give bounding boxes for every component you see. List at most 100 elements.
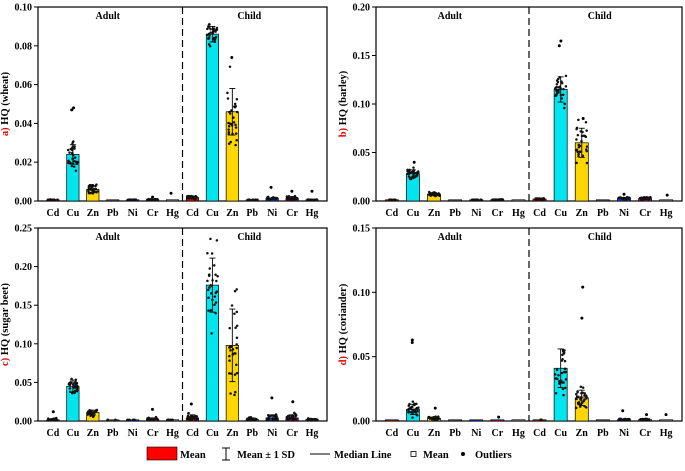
data-point xyxy=(574,392,578,396)
data-point xyxy=(228,326,231,330)
data-point xyxy=(233,352,236,355)
outlier-point xyxy=(72,106,76,110)
data-point xyxy=(193,417,197,421)
data-point xyxy=(475,198,478,202)
data-point xyxy=(210,252,214,255)
data-point xyxy=(538,197,542,201)
data-point xyxy=(249,416,253,419)
data-point xyxy=(577,152,580,156)
bar-hg xyxy=(511,419,526,422)
data-point xyxy=(235,324,239,328)
data-point xyxy=(93,411,96,414)
data-point xyxy=(579,405,582,408)
data-point xyxy=(576,133,580,137)
data-point xyxy=(427,190,431,194)
bar-pb xyxy=(595,199,610,202)
data-point xyxy=(407,170,411,174)
data-point xyxy=(560,371,564,375)
data-point xyxy=(407,175,411,178)
data-point xyxy=(584,406,588,409)
data-point xyxy=(206,252,209,255)
data-point xyxy=(563,359,567,363)
y-tick-label: 0.10 xyxy=(353,100,371,111)
data-point xyxy=(215,290,218,293)
y-tick-label: 0.10 xyxy=(15,3,33,14)
data-point xyxy=(561,350,565,353)
outlier-point xyxy=(291,400,295,404)
data-point xyxy=(638,196,642,200)
data-point xyxy=(233,312,236,316)
bar-hg xyxy=(166,199,180,202)
data-point xyxy=(312,198,316,202)
group-label-adult: Adult xyxy=(96,232,121,243)
data-point xyxy=(209,27,212,31)
data-point xyxy=(95,183,98,186)
data-point xyxy=(618,418,621,421)
y-tick-label: 0.04 xyxy=(15,119,33,130)
data-point xyxy=(575,148,579,152)
y-tick-label: 0.05 xyxy=(353,352,371,363)
data-point xyxy=(186,414,190,418)
data-point xyxy=(407,407,410,411)
data-point xyxy=(228,372,231,375)
data-point xyxy=(416,409,419,413)
y-tick-label: 0.05 xyxy=(353,148,371,159)
outlier-point xyxy=(151,195,155,199)
data-point xyxy=(233,393,236,397)
data-point xyxy=(388,198,392,201)
data-point xyxy=(619,197,623,200)
x-tick-label: Hg xyxy=(660,428,673,439)
data-point xyxy=(621,418,625,421)
x-tick-label: Cr xyxy=(286,208,298,219)
data-point xyxy=(560,97,564,100)
data-point xyxy=(149,198,152,201)
x-tick-label: Cr xyxy=(492,428,504,439)
x-tick-label: Cr xyxy=(492,208,504,219)
data-point xyxy=(579,403,582,406)
data-point xyxy=(73,381,77,384)
data-point xyxy=(212,264,216,267)
outlier-point xyxy=(581,117,585,121)
data-point xyxy=(553,373,557,376)
data-point xyxy=(580,395,583,399)
data-point xyxy=(71,157,74,161)
outlier-point xyxy=(645,413,649,417)
data-point xyxy=(128,418,131,422)
x-tick-label: Hg xyxy=(512,428,525,439)
data-point xyxy=(87,188,90,192)
x-tick-label: Hg xyxy=(660,208,673,219)
data-point xyxy=(409,177,413,181)
data-point xyxy=(235,371,239,375)
data-point xyxy=(580,139,583,143)
data-point xyxy=(558,382,561,385)
x-tick-label: Pb xyxy=(449,208,461,219)
data-point xyxy=(211,278,214,282)
data-point xyxy=(95,408,99,412)
group-label-adult: Adult xyxy=(96,11,121,22)
data-point xyxy=(411,416,414,419)
y-axis-label: a) HQ (wheat) xyxy=(0,71,11,136)
data-point xyxy=(434,194,437,198)
data-point xyxy=(275,418,279,421)
data-point xyxy=(561,358,564,361)
x-tick-label: Pb xyxy=(597,208,609,219)
data-point xyxy=(288,417,291,421)
data-point xyxy=(208,267,211,270)
data-point xyxy=(491,198,494,202)
x-tick-label: Cu xyxy=(66,428,79,439)
y-tick-label: 0.00 xyxy=(15,197,33,208)
chart-panel-1: 0.00 0.02 0.04 0.06 0.08 0.10 a) HQ (wheat) Adu… xyxy=(0,3,328,219)
data-point xyxy=(230,109,233,112)
data-point xyxy=(69,147,73,151)
data-point xyxy=(622,196,626,200)
data-point xyxy=(235,343,238,346)
data-point xyxy=(207,296,210,300)
data-point xyxy=(534,197,537,200)
outlier-point xyxy=(270,396,274,400)
x-tick-label: Zn xyxy=(226,428,239,439)
data-point xyxy=(585,129,588,132)
outlier-point xyxy=(557,44,561,48)
y-tick-label: 0.08 xyxy=(15,41,33,52)
data-point xyxy=(557,373,560,377)
x-tick-label: Hg xyxy=(512,208,525,219)
